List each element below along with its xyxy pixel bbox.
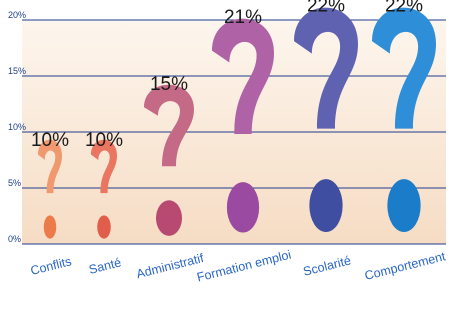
marks-layer: [38, 7, 436, 239]
question-bar-2: [144, 84, 194, 167]
question-dot-5: [387, 179, 421, 232]
value-label: 22%: [385, 0, 423, 17]
y-tick-label: 0%: [8, 234, 21, 244]
value-label: 22%: [307, 0, 345, 17]
question-bar-4: [294, 7, 358, 129]
question-dot-1: [97, 215, 111, 239]
question-bar-0: [38, 139, 62, 194]
category-label: Santé: [87, 255, 122, 276]
value-label: 15%: [150, 74, 188, 95]
value-label: 10%: [31, 130, 69, 151]
question-dot-2: [156, 200, 182, 236]
value-label: 21%: [224, 7, 262, 28]
question-bar-1: [91, 139, 117, 194]
question-dot-3: [226, 182, 260, 233]
question-bar-5: [372, 7, 436, 129]
category-label: Conflits: [29, 254, 73, 278]
y-tick-label: 20%: [8, 10, 26, 20]
value-label: 10%: [85, 130, 123, 151]
category-label: Scolarité: [302, 253, 353, 278]
question-bar-3: [212, 18, 274, 135]
y-tick-label: 10%: [8, 122, 26, 132]
category-label: Formation emploi: [195, 248, 292, 285]
y-tick-label: 15%: [8, 66, 26, 76]
category-label: Comportement: [363, 249, 447, 283]
category-label: Administratif: [135, 251, 206, 281]
question-dot-4: [309, 179, 343, 232]
question-dot-0: [43, 215, 57, 239]
y-tick-label: 5%: [8, 178, 21, 188]
